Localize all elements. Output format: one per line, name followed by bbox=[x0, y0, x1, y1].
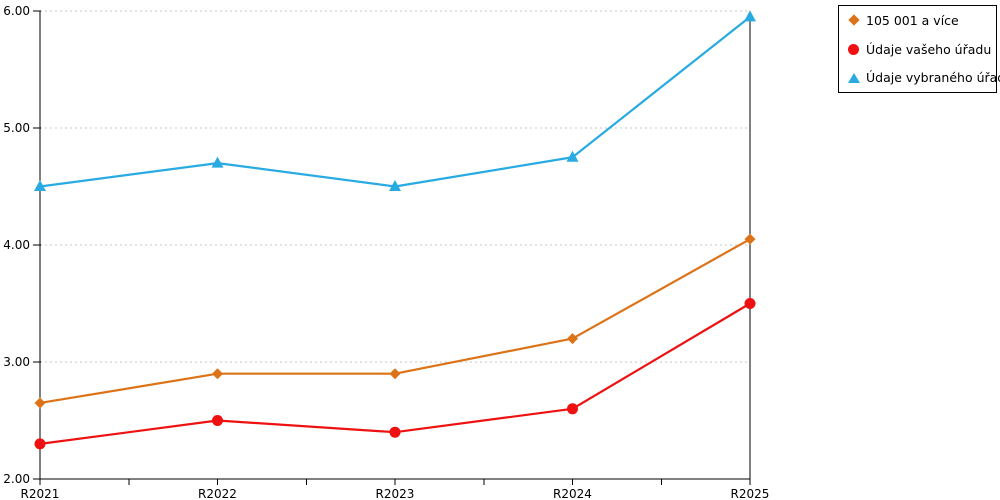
data-point-circle bbox=[212, 415, 223, 426]
legend-item: Údaje vašeho úřadu bbox=[839, 35, 996, 64]
data-point-circle bbox=[744, 298, 756, 309]
data-point-diamond bbox=[389, 368, 401, 380]
legend-label: 105 001 a více bbox=[866, 12, 959, 28]
y-axis-tick-label: 4.00 bbox=[3, 238, 30, 252]
data-point-triangle bbox=[211, 156, 224, 168]
data-point-diamond bbox=[212, 368, 223, 380]
diamond-icon bbox=[847, 14, 860, 27]
x-axis-tick-label: R2024 bbox=[553, 487, 592, 500]
x-axis-tick-label: R2025 bbox=[731, 487, 770, 500]
circle-icon bbox=[847, 43, 860, 56]
data-point-triangle bbox=[744, 10, 756, 22]
x-axis-tick-label: R2021 bbox=[21, 487, 60, 500]
legend-label: Údaje vašeho úřadu bbox=[866, 41, 992, 57]
data-point-triangle bbox=[566, 150, 579, 162]
legend-item: Údaje vybraného úřadu bbox=[839, 63, 1000, 92]
data-point-triangle bbox=[389, 180, 401, 191]
x-axis-tick-label: R2022 bbox=[198, 487, 237, 500]
y-axis-tick-label: 3.00 bbox=[3, 355, 30, 369]
x-axis-tick-label: R2023 bbox=[376, 487, 415, 500]
series-line-2 bbox=[39, 15, 751, 188]
y-axis-tick-label: 5.00 bbox=[3, 121, 30, 135]
y-axis-tick-label: 2.00 bbox=[3, 472, 30, 486]
legend-label: Údaje vybraného úřadu bbox=[866, 70, 1000, 86]
data-point-diamond bbox=[744, 233, 756, 245]
data-point-circle bbox=[567, 403, 578, 415]
data-point-diamond bbox=[567, 333, 578, 345]
y-axis-tick-label: 6.00 bbox=[3, 4, 30, 18]
data-point-triangle bbox=[34, 180, 46, 191]
data-point-diamond bbox=[34, 397, 46, 409]
data-point-circle bbox=[389, 426, 401, 438]
triangle-icon bbox=[847, 71, 860, 84]
data-point-circle bbox=[34, 438, 46, 450]
chart-legend: 105 001 a více Údaje vašeho úřadu Údaje … bbox=[838, 5, 1000, 93]
legend-item: 105 001 a více bbox=[839, 6, 996, 35]
